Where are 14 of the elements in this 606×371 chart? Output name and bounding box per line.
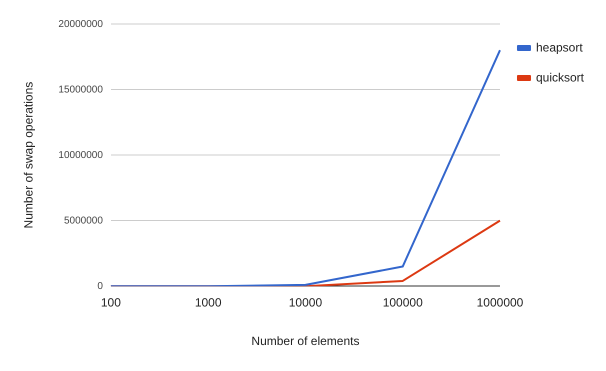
y-tick-label: 0 (97, 280, 104, 292)
y-tick-label: 10000000 (58, 150, 104, 161)
x-tick-label: 10000 (288, 296, 322, 310)
x-tick-label: 100000 (382, 296, 424, 310)
y-tick-label: 20000000 (58, 18, 104, 30)
x-tick-label: 1000 (194, 296, 222, 310)
y-axis-title: Number of swap operations (22, 82, 36, 228)
x-tick-label: 100 (100, 296, 122, 310)
x-tick-label: 1000000 (476, 296, 524, 310)
y-tick-label: 5000000 (64, 215, 104, 226)
y-tick-label: 15000000 (58, 84, 104, 96)
legend-label: heapsort (536, 40, 584, 54)
x-axis-title: Number of elements (251, 334, 360, 348)
legend-label: quicksort (536, 70, 585, 84)
